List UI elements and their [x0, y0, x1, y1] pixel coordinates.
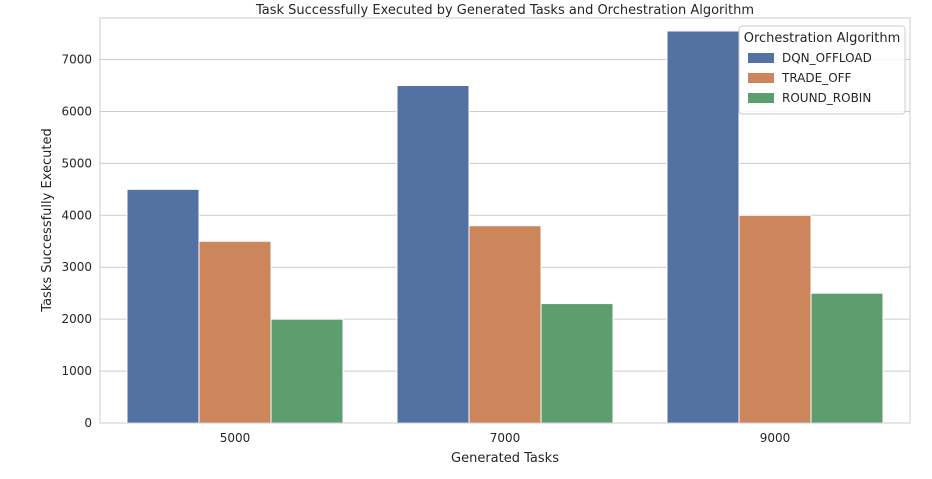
x-tick-label: 5000: [220, 431, 251, 445]
bar-round-robin-5000: [270, 318, 344, 424]
y-tick-label: 4000: [61, 208, 92, 222]
bar-dqn-offload-9000: [666, 30, 740, 424]
chart-title: Task Successfully Executed by Generated …: [255, 3, 754, 18]
y-tick-label: 6000: [61, 104, 92, 118]
legend-box: [738, 25, 906, 115]
legend-items: DQN_OFFLOAD TRADE_OFF ROUND_ROBIN: [748, 51, 872, 105]
x-tick-label: 9000: [760, 431, 791, 445]
bar-dqn-offload-5000: [126, 188, 200, 424]
bar-trade-off-9000: [738, 214, 812, 424]
legend-label: TRADE_OFF: [781, 71, 852, 85]
legend-swatch: [748, 73, 774, 83]
legend: Orchestration Algorithm DQN_OFFLOAD TRADE…: [738, 25, 906, 115]
bar-trade-off-5000: [198, 240, 272, 424]
legend-label: DQN_OFFLOAD: [782, 51, 872, 65]
y-tick-labels: 0 1000 2000 3000 4000 5000 6000 7000: [61, 53, 92, 430]
bars: [126, 30, 884, 424]
y-tick-label: 0: [84, 416, 92, 430]
bar-trade-off-7000: [468, 225, 542, 424]
y-tick-label: 1000: [61, 364, 92, 378]
y-axis-title: Tasks Successfully Executed: [40, 128, 55, 312]
y-tick-label: 2000: [61, 312, 92, 326]
bar-round-robin-7000: [540, 303, 614, 424]
bar-round-robin-9000: [810, 292, 884, 424]
legend-swatch: [748, 93, 774, 103]
bar-dqn-offload-7000: [396, 85, 470, 424]
y-tick-label: 7000: [61, 53, 92, 67]
x-tick-labels: 5000 7000 9000: [220, 431, 791, 445]
y-tick-label: 3000: [61, 260, 92, 274]
y-tick-label: 5000: [61, 156, 92, 170]
legend-label: ROUND_ROBIN: [782, 91, 871, 105]
plot-frame: [99, 17, 911, 424]
x-axis-title: Generated Tasks: [451, 451, 559, 466]
legend-swatch: [748, 53, 774, 63]
x-tick-label: 7000: [490, 431, 521, 445]
legend-title: Orchestration Algorithm: [744, 31, 901, 46]
